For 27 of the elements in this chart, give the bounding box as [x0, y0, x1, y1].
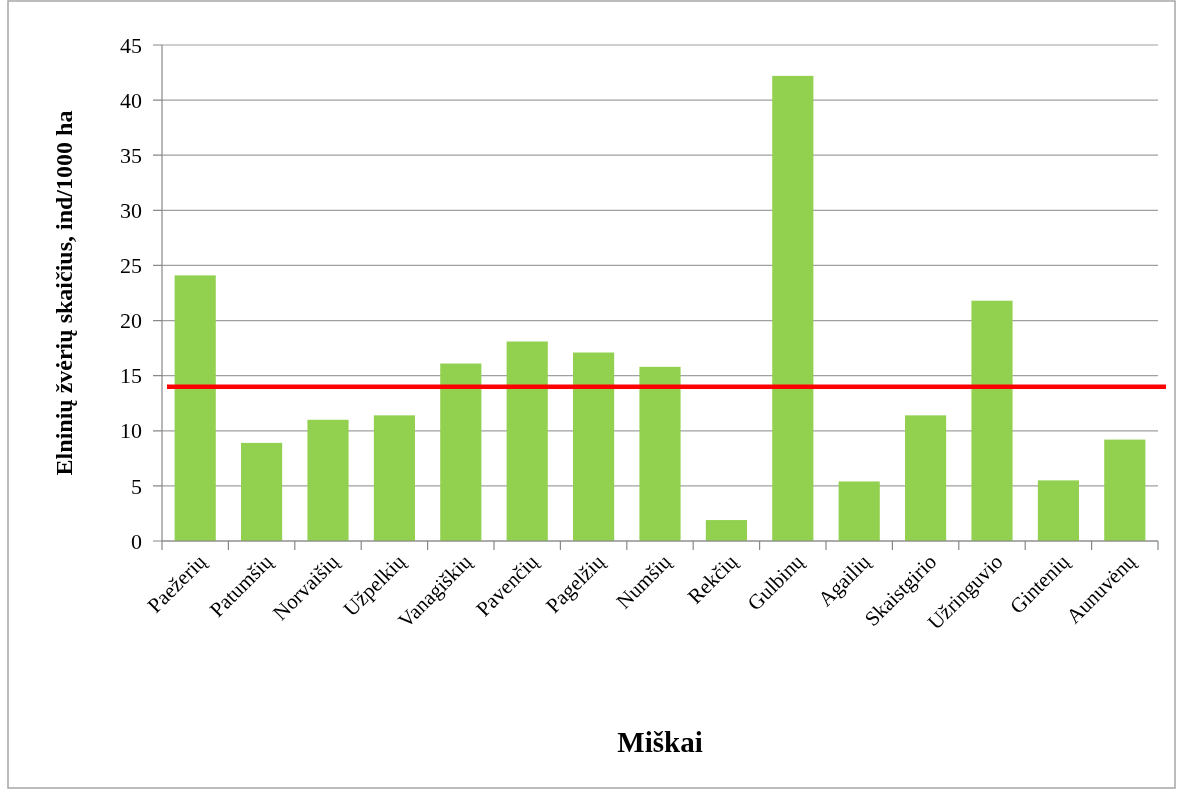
bar [905, 415, 947, 541]
y-tick-label: 40 [120, 87, 142, 113]
bar [440, 363, 482, 541]
bar [772, 75, 814, 541]
bar [307, 419, 349, 541]
bar [373, 415, 415, 541]
y-axis-title: Elninių žvėrių skaičius, ind/1000 ha [51, 110, 77, 476]
bar [1104, 439, 1146, 541]
y-tick-label: 0 [131, 528, 142, 554]
x-axis-title: Miškai [617, 726, 703, 758]
y-tick-label: 20 [120, 308, 142, 334]
bar [639, 366, 681, 541]
bar [241, 442, 283, 541]
y-tick-label: 35 [120, 142, 142, 168]
bar [506, 341, 548, 541]
bar [1037, 480, 1079, 541]
bar [705, 520, 747, 541]
y-tick-label: 45 [120, 32, 142, 58]
y-tick-label: 30 [120, 198, 142, 224]
y-tick-label: 15 [120, 363, 142, 389]
bar [174, 275, 216, 541]
y-tick-label: 25 [120, 253, 142, 279]
y-tick-label: 5 [131, 473, 142, 499]
bar [838, 481, 880, 541]
y-tick-label: 10 [120, 418, 142, 444]
bar [971, 300, 1013, 541]
bar [573, 352, 615, 541]
